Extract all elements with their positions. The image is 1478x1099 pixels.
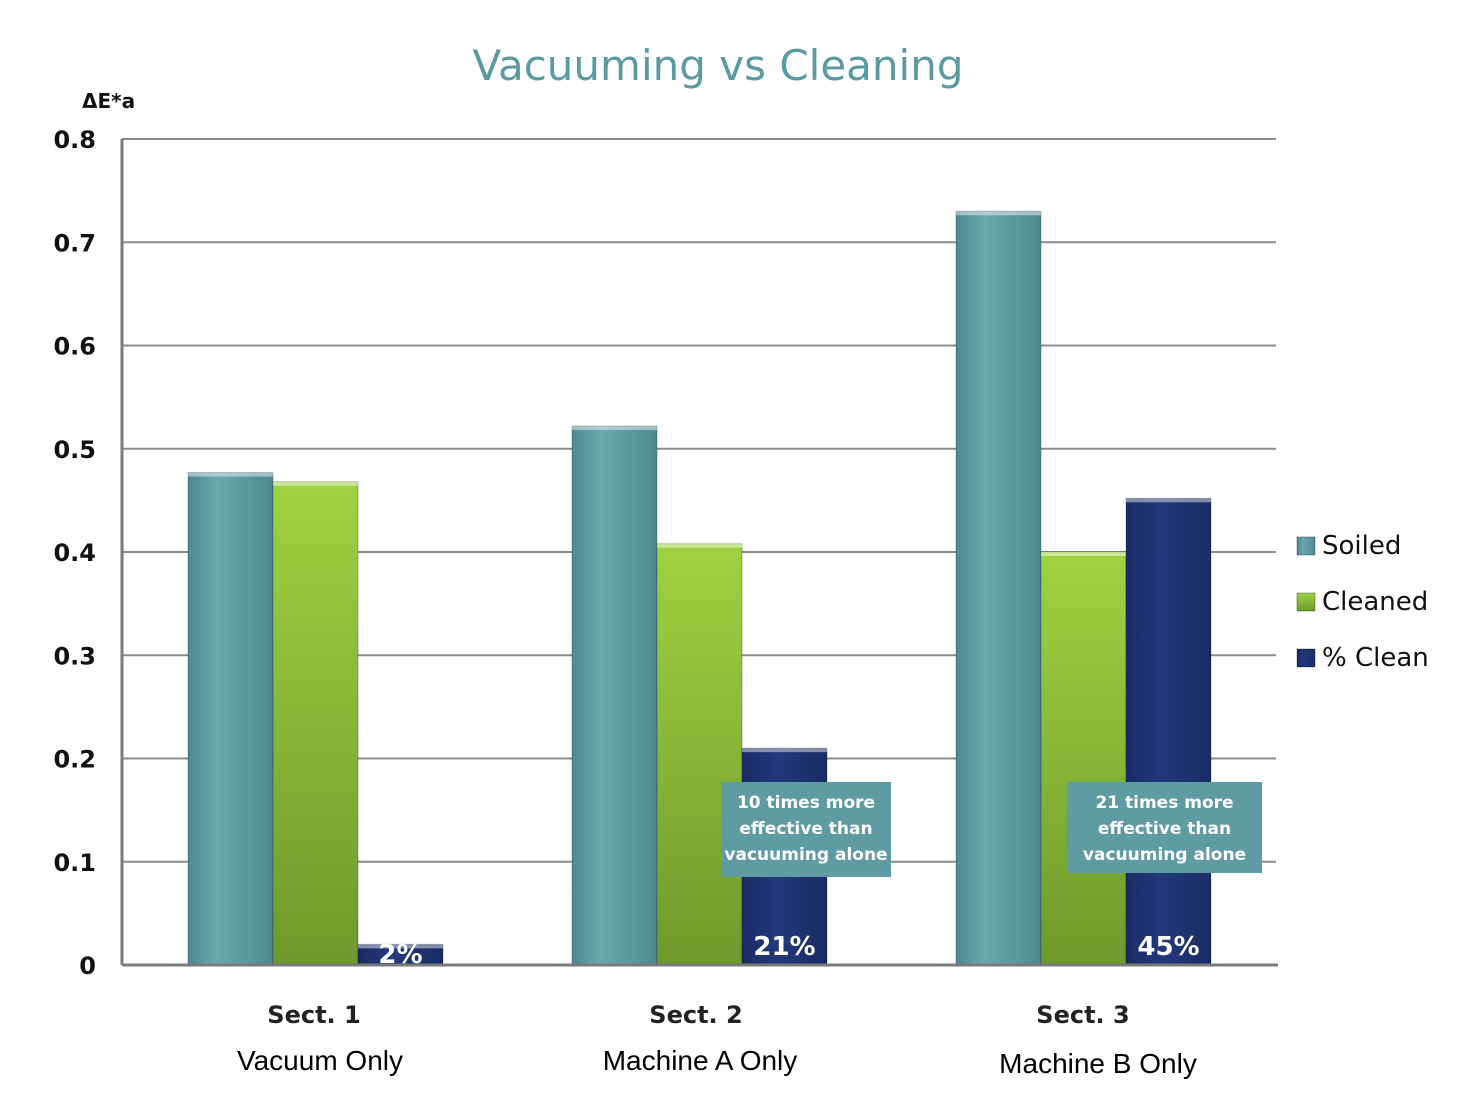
callout-box: 21 times more effective than vacuuming alo… (1067, 782, 1262, 873)
legend-swatch (1296, 648, 1316, 668)
x-tick-label: Sect. 2 (649, 1001, 742, 1029)
bar-top-highlight (188, 472, 273, 477)
y-tick-label: 0.8 (53, 126, 96, 154)
bar-top-highlight (572, 426, 657, 431)
bars (187, 210, 1212, 966)
bar-top-highlight (956, 211, 1041, 216)
bar-soiled-3 (955, 210, 1042, 966)
category-subtitle: Machine A Only (603, 1045, 798, 1076)
y-axis-label: ΔE*a (82, 89, 135, 113)
y-tick-label: 0.5 (53, 436, 96, 464)
bar-cleaned-3 (1040, 551, 1127, 966)
x-tick-label: Sect. 1 (267, 1001, 360, 1029)
bar-cleaned-2 (656, 543, 743, 966)
legend-swatch (1296, 536, 1316, 556)
category-subtitle: Vacuum Only (237, 1045, 403, 1076)
chart-title: Vacuuming vs Cleaning (473, 41, 964, 90)
callout-text: vacuuming alone (724, 845, 887, 865)
y-tick-label: 0.7 (53, 229, 96, 257)
bar-top-highlight (273, 481, 358, 486)
data-label: 45% (1137, 932, 1199, 962)
y-tick-label: 0.3 (53, 642, 96, 670)
bar-top-highlight (1041, 552, 1126, 556)
axes (120, 139, 1278, 967)
bar-top-highlight (742, 748, 827, 753)
data-label: 2% (378, 940, 422, 970)
y-tick-label: 0.1 (53, 849, 96, 877)
legend-label: % Clean (1322, 643, 1429, 673)
legend-label: Soiled (1322, 531, 1401, 561)
bar-cleaned-1 (272, 481, 359, 966)
legend-swatch (1296, 592, 1316, 612)
callout-text: vacuuming alone (1083, 845, 1246, 865)
category-labels: Sect. 1 Vacuum Only Sect. 2 Machine A Only S… (237, 1001, 1197, 1079)
annotations: 10 times more effective than vacuuming alo… (721, 782, 1262, 877)
data-label: 21% (753, 932, 815, 962)
category-subtitle: Machine B Only (999, 1048, 1197, 1079)
y-tick-label: 0.6 (53, 333, 96, 361)
y-tick-label: 0.2 (53, 746, 96, 774)
callout-text: 10 times more (737, 793, 875, 813)
callout-box: 10 times more effective than vacuuming alo… (721, 782, 891, 877)
data-labels: 2% 21% 45% (378, 932, 1199, 970)
callout-background (721, 782, 891, 877)
y-tick-label: 0.4 (53, 539, 96, 567)
bar-top-highlight (1126, 498, 1211, 503)
y-tick-labels: 0 0.1 0.2 0.3 0.4 0.5 0.6 0.7 0.8 (53, 126, 96, 980)
bar-soiled-2 (571, 425, 658, 966)
callout-text: effective than (739, 819, 872, 839)
bar-soiled-1 (187, 471, 274, 966)
callout-text: effective than (1098, 819, 1231, 839)
legend-label: Cleaned (1322, 587, 1428, 617)
y-tick-label: 0 (79, 952, 96, 980)
bar-top-highlight (657, 543, 742, 548)
legend: Soiled Cleaned % Clean (1296, 531, 1429, 673)
bar-clean-3 (1125, 497, 1212, 966)
callout-background (1067, 782, 1262, 873)
bar-top-highlight (358, 944, 443, 949)
callout-text: 21 times more (1095, 793, 1233, 813)
x-tick-label: Sect. 3 (1036, 1001, 1129, 1029)
